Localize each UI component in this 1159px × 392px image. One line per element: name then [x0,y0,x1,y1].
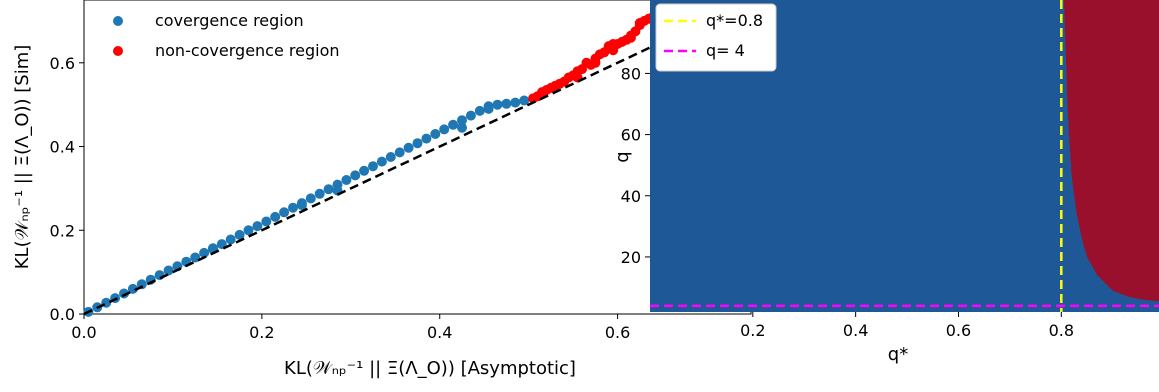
convergence-point [412,138,423,149]
convergence-point [421,133,432,144]
left-scatter-panel: 0.0 0.2 0.4 0.6 0.0 0.2 0.4 0.6 covergence regi… [12,0,752,379]
right-legend-label: q= 4 [706,41,745,60]
right-x-tick-label: 0.2 [740,321,765,340]
convergence-point [492,99,503,110]
left-x-tick-label: 0.2 [249,323,274,342]
convergence-point [385,152,396,162]
convergence-point [465,110,476,121]
right-ticks: 0.2 0.4 0.6 0.8 20 40 60 80 [621,64,1074,340]
left-legend-marker [113,16,123,26]
convergence-point [341,175,352,185]
convergence-point [457,115,467,126]
left-legend: covergence region non-covergence region [113,11,340,60]
convergence-point [359,165,370,176]
convergence-point [439,124,450,135]
convergence-point [279,207,290,218]
convergence-point [510,97,521,108]
left-legend-marker [113,46,123,56]
identity-reference-line [83,0,752,316]
left-x-axis-label: KL(𝒲ₙₚ⁻¹ || Ξ(Λ_O)) [Asymptotic] [284,358,576,379]
right-x-tick-label: 0.8 [1049,321,1074,340]
right-heatmap-panel: 0.2 0.4 0.6 0.8 20 40 60 80 q*=0.8 q= 4 q* q [612,0,1159,365]
left-x-tick-label: 0.0 [71,323,96,342]
convergence-point [154,270,165,281]
left-y-tick-label: 0.0 [50,305,75,324]
convergence-point [288,202,298,213]
convergence-point [403,142,414,153]
left-x-tick-label: 0.4 [427,323,452,342]
convergence-point [448,119,459,130]
convergence-point [296,200,307,211]
left-y-axis-label: KL(𝒲ₙₚ⁻¹ || Ξ(Λ_O)) [Sim] [12,45,33,270]
left-marks [83,0,752,317]
non-convergence-region [1063,0,1159,312]
convergence-point [119,288,129,299]
convergence-point [483,103,494,114]
right-reference-lines [650,0,1159,312]
right-y-tick-label: 20 [621,248,641,267]
right-x-tick-label: 0.4 [843,321,868,340]
convergence-point [474,105,485,116]
non-convergence-point [590,57,601,68]
convergence-point [501,98,512,109]
right-y-tick-label: 40 [621,187,641,206]
convergence-point [261,216,272,227]
right-y-axis-label: q [612,151,633,162]
right-y-tick-label: 60 [621,126,641,145]
convergence-point [519,95,530,106]
left-legend-label: non-covergence region [155,41,340,60]
left-y-tick-label: 0.4 [50,138,75,157]
convergence-point [199,247,210,258]
convergence-point [127,283,138,294]
convergence-point [323,184,334,195]
convergence-point [163,265,174,276]
right-legend: q*=0.8 q= 4 [655,3,777,72]
left-y-tick-label: 0.6 [50,54,75,73]
non-convergence-point [634,18,645,28]
convergence-point [243,225,254,236]
convergence-point [190,252,201,263]
convergence-point [225,234,236,245]
convergence-point [376,156,387,167]
left-y-tick-label: 0.2 [50,221,75,240]
convergence-point [252,221,263,232]
convergence-point [270,211,281,222]
convergence-point [368,161,378,172]
non-convergence-point [625,32,636,43]
convergence-point [350,170,361,181]
convergence-point [314,188,325,199]
convergence-point [234,229,245,240]
right-x-tick-label: 0.6 [946,321,971,340]
right-x-axis-label: q* [888,344,908,365]
convergence-point [457,122,467,133]
left-legend-label: covergence region [155,11,304,30]
left-ticks: 0.0 0.2 0.4 0.6 0.0 0.2 0.4 0.6 [50,54,631,342]
non-convergence-point [608,39,619,49]
right-legend-label: q*=0.8 [706,11,763,30]
left-x-tick-label: 0.6 [605,323,630,342]
convergence-point [394,147,405,158]
convergence-point [430,129,441,139]
convergence-point [305,193,316,204]
right-y-tick-label: 80 [621,64,641,83]
